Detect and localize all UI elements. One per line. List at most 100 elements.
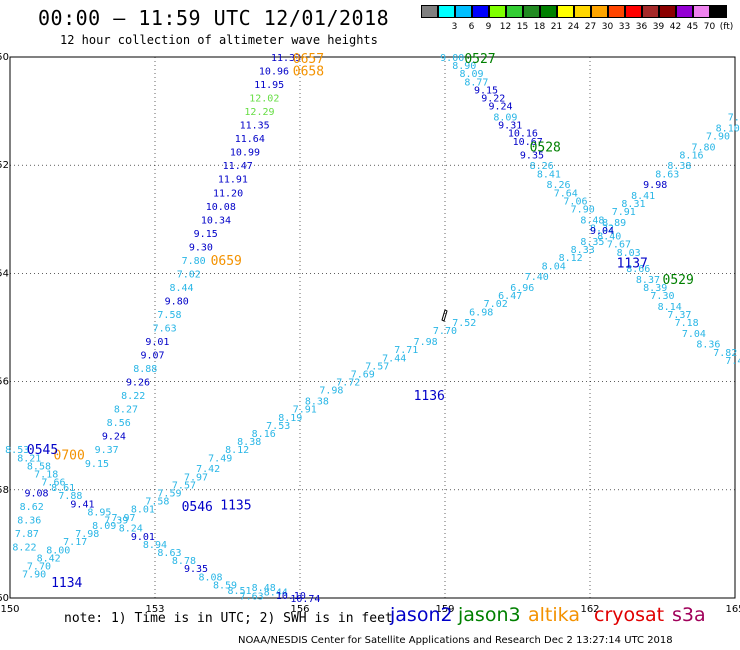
color-scale-swatch [642,5,659,18]
wave-height-value: 11.35 [240,121,270,132]
wave-height-value: 7.59 [157,489,181,500]
color-scale-swatch [608,5,625,18]
wave-height-value: 7.02 [484,299,508,310]
wave-height-value: 7.88 [58,491,82,502]
wave-height-value: 7.66 [41,478,65,489]
wave-height-value: 9.26 [126,378,150,389]
wave-height-value: 8.48 [252,583,276,594]
color-scale-swatch [455,5,472,18]
wave-height-value: 8.62 [20,502,44,513]
wave-height-value: 8.31 [621,199,645,210]
wave-height-value: 8.38 [237,437,261,448]
wave-height-value: 8.39 [643,283,667,294]
wave-height-value: 8.58 [27,461,51,472]
wave-height-value: 8.12 [559,253,583,264]
wave-height-value: 6.47 [498,291,522,302]
wave-height-value: 8.00 [46,545,70,556]
wave-height-value: 8.44 [264,588,288,599]
wave-height-value: 9.24 [102,432,126,443]
wave-height-value: 12.02 [249,94,279,105]
wave-height-value: 7.58 [157,310,181,321]
wave-height-value: 7.18 [675,318,699,329]
wave-height-value: 11.20 [213,188,243,199]
pass-time-label: 1134 [51,576,82,591]
color-scale-swatch [693,5,710,18]
wave-height-value: 7.80 [182,256,206,267]
color-scale-label: 42 [669,22,682,32]
wave-height-value: 9.00 [440,53,464,64]
map-subtitle: 12 hour collection of altimeter wave hei… [60,33,378,47]
wave-height-value: 8.35 [580,237,604,248]
wave-height-value: 11.95 [254,80,284,91]
wave-height-value: 9.07 [141,351,165,362]
wave-height-value: 8.12 [225,445,249,456]
longitude-tick-label: 159 [435,604,454,615]
pass-time-label: 0700 [54,449,85,464]
wave-height-value: 7.87 [15,529,39,540]
wave-height-value: 7.4 [725,356,740,367]
wave-height-value: 8.41 [537,169,561,180]
wave-height-value: 8.26 [530,161,554,172]
wave-height-value: 8.03 [617,248,641,259]
wave-height-value: 8.37 [636,275,660,286]
wave-height-value: 7.39 [104,516,128,527]
wave-height-value: 8.09 [460,69,484,80]
wave-height-value: 8.04 [542,261,566,272]
wave-height-value: 7.63 [153,324,177,335]
wave-height-value: 8.63 [655,169,679,180]
wave-height-value: 9.08 [25,489,49,500]
wave-height-value: 10.08 [206,202,236,213]
color-scale-swatch [557,5,574,18]
pass-time-label: 0657 [293,52,324,67]
color-scale-label: 21 [550,22,563,32]
color-scale-label: 30 [601,22,614,32]
pass-time-label: 0659 [211,254,242,269]
wave-height-value: 8.78 [172,556,196,567]
wave-height-value: 8.61 [51,483,75,494]
wave-height-value: 9.41 [70,499,94,510]
wave-height-value: 8.40 [597,232,621,243]
wave-height-value: 7.72 [336,378,360,389]
wave-height-value: 9.24 [489,102,513,113]
color-scale-label: 33 [618,22,631,32]
wave-height-value: 9.15 [474,85,498,96]
wave-height-value: 10.99 [230,148,260,159]
wave-height-value: 7.70 [27,562,51,573]
wave-height-value: 6.98 [469,307,493,318]
wave-height-value: 7.98 [75,529,99,540]
wave-height-value: 8.59 [213,580,237,591]
wave-height-value: 8.09 [92,521,116,532]
wave-height-value: 11.64 [235,134,265,145]
wave-height-value: 7.90 [22,570,46,581]
color-scale-swatch [676,5,693,18]
latitude-tick-label: -52 [0,160,9,171]
wave-height-value: 8.10 [716,123,740,134]
color-scale-swatch [489,5,506,18]
color-scale-swatch [710,5,727,18]
wave-height-value: 8.21 [17,453,41,464]
wave-height-value: 9.80 [165,296,189,307]
wave-height-value: 8.09 [493,113,517,124]
wave-height-value: 8.88 [133,364,157,375]
color-scale-swatch [506,5,523,18]
wave-height-value: 7.53 [266,421,290,432]
pass-time-label: 0527 [464,52,495,67]
wave-height-value: 8.38 [667,161,691,172]
wave-height-value: 9.15 [85,459,109,470]
wave-height-value: 7.97 [184,472,208,483]
longitude-tick-label: 150 [0,604,19,615]
latitude-tick-label: -56 [0,377,9,388]
wave-height-value: 7.44 [382,353,406,364]
satellite-legend-jason3: jason3 [458,604,521,626]
wave-height-value: 8.42 [37,553,61,564]
pass-time-label: 0529 [663,273,694,288]
pass-time-label: 0658 [293,65,324,80]
wave-height-value: 7.71 [394,345,418,356]
wave-height-value: 10.74 [290,594,320,605]
wave-height-value: 12.29 [244,107,274,118]
color-scale-label: (ft) [719,22,734,32]
pass-time-label: 0528 [530,140,561,155]
wave-height-value: 8.94 [143,540,167,551]
latitude-tick-label: -50 [0,52,9,63]
wave-height-value: 7.30 [650,291,674,302]
